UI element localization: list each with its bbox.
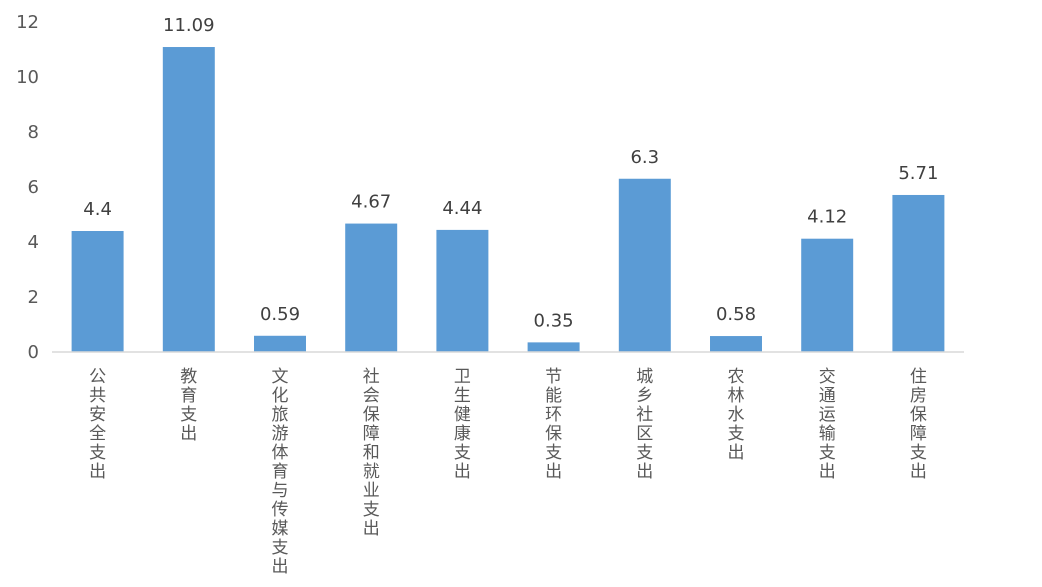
category-label: 卫生健康支出	[454, 367, 471, 482]
bar	[618, 178, 671, 352]
bar	[892, 194, 945, 352]
y-tick-label: 6	[28, 177, 39, 198]
bar	[162, 47, 215, 353]
bar	[254, 335, 306, 352]
data-label: 5.71	[898, 163, 938, 184]
data-label: 4.67	[351, 192, 391, 213]
category-label: 社会保障和就业支出	[363, 367, 380, 539]
y-tick-label: 8	[28, 122, 39, 143]
y-tick-label: 0	[28, 342, 39, 363]
bar	[527, 342, 580, 352]
category-label: 城乡社区支出	[636, 367, 653, 482]
data-label: 4.44	[442, 198, 482, 219]
y-tick-label: 10	[16, 67, 39, 88]
bar	[71, 231, 124, 352]
category-label: 住房保障支出	[910, 367, 927, 482]
y-tick-label: 12	[16, 12, 39, 33]
category-label: 文化旅游体育与传媒支出	[272, 367, 289, 577]
data-labels: 4.4 11.09 0.59 4.67 4.44 0.35 6.3 0.58 4.12 5.71	[83, 15, 938, 331]
bar	[345, 223, 398, 352]
data-label: 0.59	[260, 304, 300, 325]
category-label: 节能环保支出	[545, 367, 562, 482]
category-label: 公共安全支出	[89, 367, 106, 482]
bar	[801, 238, 854, 352]
category-label: 教育支出	[180, 367, 197, 444]
data-label: 0.58	[716, 304, 756, 325]
data-label: 4.12	[807, 207, 847, 228]
category-label: 农林水支出	[728, 367, 745, 463]
y-axis-ticks: 0 2 4 6 8 10 12	[16, 12, 39, 363]
data-label: 6.3	[630, 147, 659, 168]
data-label: 4.4	[83, 199, 112, 220]
y-tick-label: 4	[28, 232, 39, 253]
bars	[71, 47, 945, 353]
data-label: 11.09	[163, 15, 215, 36]
data-label: 0.35	[534, 310, 574, 331]
category-label: 交通运输支出	[819, 367, 836, 482]
bar	[710, 336, 762, 352]
bar	[436, 229, 489, 352]
y-tick-label: 2	[28, 287, 39, 308]
category-labels: 公共安全支出 教育支出 文化旅游体育与传媒支出 社会保障和就业支出 卫生健康支出 节能环保…	[89, 367, 927, 577]
